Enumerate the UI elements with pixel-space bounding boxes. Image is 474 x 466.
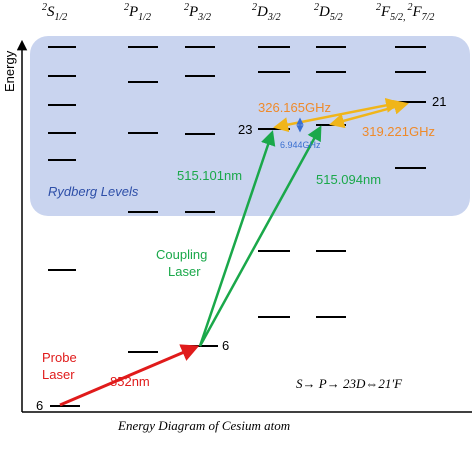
wavelength-label: 852nm <box>110 374 150 389</box>
header-j: 3/2 <box>267 12 281 23</box>
header-term: F <box>380 4 391 20</box>
header-term: D <box>256 4 268 20</box>
microwave-arrow <box>329 99 409 129</box>
header-mult: 2 <box>124 2 129 13</box>
header-j: 5/2 <box>330 12 343 23</box>
header-term: F <box>411 4 422 20</box>
header-j: 7/2 <box>422 12 435 23</box>
probe-arrow <box>59 344 200 407</box>
level-label: 6 <box>222 338 229 353</box>
coupling-arrow <box>198 125 322 347</box>
diagram-title: Energy Diagram of Cesium atom <box>117 418 290 433</box>
header-term: P <box>188 4 198 20</box>
coupling-label: Coupling <box>156 247 207 262</box>
header-mult: 2 <box>42 2 47 13</box>
frequency-label: 326.165GHz <box>258 100 331 115</box>
probe-label: Probe <box>42 350 77 365</box>
splitting-label: 6.944GHz <box>280 140 321 150</box>
wavelength-label: 515.101nm <box>177 168 242 183</box>
header-term: P <box>128 4 138 20</box>
level-label: 6 <box>36 398 43 413</box>
levels <box>48 46 426 407</box>
frequency-label: 319.221GHz <box>362 124 435 139</box>
axis-label: Energy <box>2 50 17 92</box>
wavelength-label: 515.094nm <box>316 172 381 187</box>
level-label: 21 <box>432 94 446 109</box>
header-j: 3/2 <box>197 12 211 23</box>
headers: 2S1/22P1/22P3/22D3/22D5/22F5/2,2F7/2 <box>42 2 434 23</box>
coupling-label: Laser <box>168 264 201 279</box>
header-mult: 2 <box>252 2 257 13</box>
scheme: S→ P→ 23D⇔21′F <box>296 376 403 391</box>
coupling-arrow <box>198 130 276 347</box>
header-term: D <box>318 4 330 20</box>
probe-label: Laser <box>42 367 75 382</box>
header-j: 5/2, <box>390 12 405 23</box>
header-mult: 2 <box>407 2 412 13</box>
header-j: 1/2 <box>138 12 151 23</box>
header-term: S <box>47 4 55 20</box>
header-j: 1/2 <box>55 12 68 23</box>
header-mult: 2 <box>184 2 189 13</box>
header-mult: 2 <box>376 2 381 13</box>
level-label: 23 <box>238 122 252 137</box>
region-label: Rydberg Levels <box>48 184 139 199</box>
header-mult: 2 <box>314 2 319 13</box>
